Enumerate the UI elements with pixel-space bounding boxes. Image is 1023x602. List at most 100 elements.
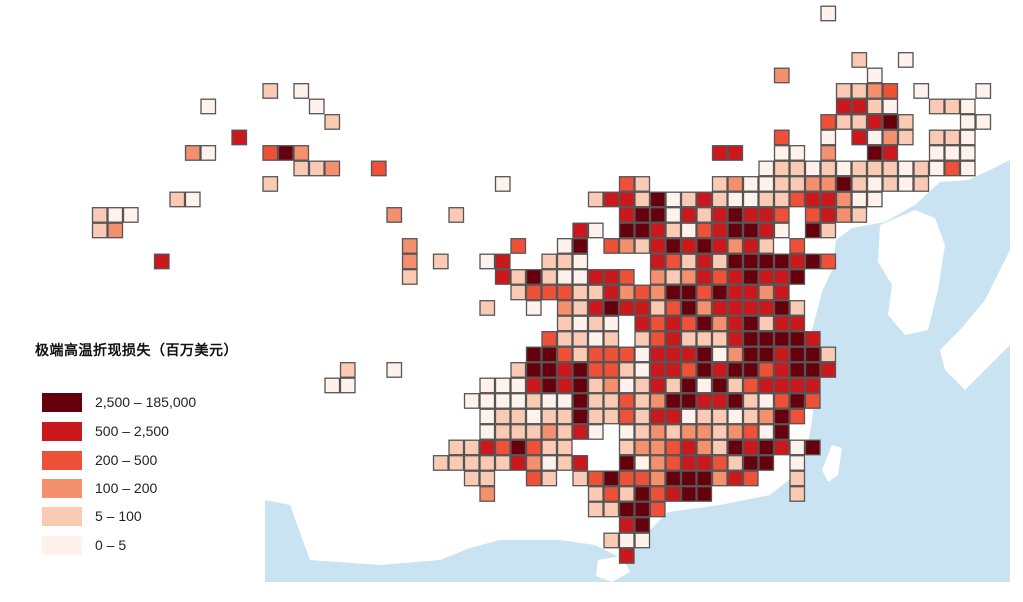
- grid-cell: [308, 160, 325, 177]
- grid-cell: [556, 377, 573, 394]
- grid-cell: [308, 98, 325, 115]
- grid-cell: [634, 346, 651, 363]
- grid-cell: [696, 238, 713, 254]
- grid-cell: [727, 377, 744, 394]
- grid-cell: [541, 362, 558, 378]
- grid-cell: [789, 145, 806, 161]
- grid-cell: [541, 408, 558, 425]
- grid-cell: [634, 517, 651, 533]
- grid-cell: [882, 129, 899, 146]
- grid-cell: [618, 176, 635, 192]
- grid-cell: [727, 315, 744, 332]
- grid-cell: [851, 52, 868, 68]
- grid-cell: [122, 207, 139, 223]
- grid-cell: [401, 238, 418, 254]
- grid-cell: [649, 331, 666, 347]
- grid-cell: [603, 315, 620, 332]
- grid-cell: [494, 424, 511, 440]
- grid-cell: [680, 408, 697, 425]
- grid-cell: [897, 129, 914, 146]
- grid-cell: [773, 362, 790, 378]
- legend-label: 5 – 100: [95, 508, 142, 524]
- grid-cell: [851, 83, 868, 99]
- legend-swatch: [42, 478, 82, 498]
- grid-cell: [587, 424, 604, 440]
- grid-cell: [804, 176, 821, 192]
- grid-cell: [479, 300, 496, 316]
- grid-cell: [882, 145, 899, 161]
- grid-cell: [789, 346, 806, 363]
- grid-cell: [603, 470, 620, 487]
- grid-cell: [587, 486, 604, 502]
- legend: 极端高温折现损失（百万美元） 2,500 – 185,000 500 – 2,5…: [35, 340, 238, 555]
- grid-cell: [727, 191, 744, 208]
- grid-cell: [200, 145, 217, 161]
- grid-cell: [603, 486, 620, 502]
- grid-cell: [386, 207, 403, 223]
- grid-cell: [665, 222, 682, 239]
- grid-cell: [541, 284, 558, 301]
- grid-cell: [727, 207, 744, 223]
- grid-cell: [680, 455, 697, 471]
- grid-cell: [649, 346, 666, 363]
- grid-cell: [696, 300, 713, 316]
- grid-cell: [742, 393, 759, 409]
- grid-cell: [711, 284, 728, 301]
- grid-cell: [835, 176, 852, 192]
- grid-cell: [556, 362, 573, 378]
- grid-cell: [572, 377, 589, 394]
- grid-cell: [649, 222, 666, 239]
- grid-cell: [525, 455, 542, 471]
- grid-cell: [789, 439, 806, 456]
- grid-cell: [866, 114, 883, 130]
- legend-label: 2,500 – 185,000: [95, 394, 197, 410]
- grid-cell: [711, 362, 728, 378]
- grid-cell: [649, 470, 666, 487]
- grid-cell: [758, 439, 775, 456]
- grid-cell: [959, 98, 976, 115]
- grid-cell: [603, 362, 620, 378]
- grid-cell: [556, 253, 573, 270]
- grid-cell: [324, 160, 341, 177]
- grid-cell: [649, 253, 666, 270]
- grid-cell: [727, 393, 744, 409]
- grid-cell: [742, 207, 759, 223]
- grid-cell: [479, 253, 496, 270]
- grid-cell: [572, 300, 589, 316]
- grid-cell: [463, 439, 480, 456]
- grid-cell: [758, 315, 775, 332]
- grid-cell: [634, 315, 651, 332]
- grid-cell: [851, 129, 868, 146]
- grid-cell: [696, 362, 713, 378]
- grid-cell: [293, 83, 310, 99]
- grid-cell: [649, 284, 666, 301]
- grid-cell: [711, 439, 728, 456]
- grid-cell: [587, 470, 604, 487]
- grid-cell: [711, 191, 728, 208]
- legend-swatch: [42, 421, 82, 441]
- grid-cell: [525, 377, 542, 394]
- grid-cell: [742, 238, 759, 254]
- grid-cell: [618, 393, 635, 409]
- grid-cell: [696, 284, 713, 301]
- grid-cell: [587, 362, 604, 378]
- grid-cell: [789, 377, 806, 394]
- grid-cell: [742, 253, 759, 270]
- grid-cell: [448, 207, 465, 223]
- grid-cell: [727, 455, 744, 471]
- grid-cell: [448, 455, 465, 471]
- grid-cell: [634, 393, 651, 409]
- grid-cell: [277, 145, 294, 161]
- grid-cell: [293, 160, 310, 177]
- grid-cell: [587, 284, 604, 301]
- grid-cell: [510, 284, 527, 301]
- legend-label: 200 – 500: [95, 452, 158, 468]
- grid-cell: [649, 377, 666, 394]
- grid-cell: [696, 222, 713, 239]
- grid-cell: [696, 455, 713, 471]
- grid-cell: [603, 501, 620, 518]
- grid-cell: [525, 424, 542, 440]
- grid-cell: [572, 362, 589, 378]
- grid-cell: [618, 222, 635, 239]
- grid-cell: [262, 83, 279, 99]
